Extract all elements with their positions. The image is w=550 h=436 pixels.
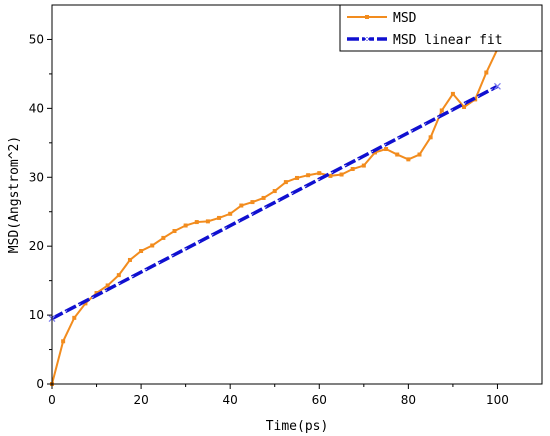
x-tick-label: 0	[48, 393, 56, 407]
x-tick-label: 80	[401, 393, 416, 407]
msd-point	[328, 173, 333, 178]
x-axis-title: Time(ps)	[266, 419, 329, 434]
msd-point	[384, 147, 389, 152]
msd-linear-fit-line	[51, 84, 499, 321]
msd-point	[317, 171, 322, 176]
legend: MSD MSD linear fit	[339, 4, 543, 52]
legend-msd-marker	[365, 15, 369, 19]
msd-point	[261, 195, 266, 200]
plot-frame	[51, 4, 543, 385]
msd-point	[428, 135, 433, 140]
y-tick-label: 0	[36, 377, 44, 391]
msd-point	[339, 172, 344, 177]
msd-point	[295, 175, 299, 180]
y-tick-label: 50	[29, 32, 44, 46]
x-tick-label: 40	[223, 393, 238, 407]
series-layer	[48, 47, 501, 386]
msd-point	[172, 229, 177, 234]
legend-fit-label: MSD linear fit	[393, 33, 503, 48]
msd-point	[127, 257, 132, 262]
msd-point	[72, 315, 77, 320]
y-tick-label: 30	[29, 170, 44, 184]
msd-point	[417, 152, 422, 157]
legend-fit-marker	[363, 35, 371, 43]
msd-point	[306, 173, 311, 178]
msd-point	[150, 243, 155, 248]
x-tick-label: 20	[133, 393, 148, 407]
legend-msd-label: MSD	[393, 11, 417, 26]
msd-point	[462, 104, 467, 109]
msd-point	[139, 249, 144, 254]
msd-point	[228, 211, 233, 216]
msd-point	[250, 200, 255, 205]
msd-point	[194, 220, 199, 225]
msd-point	[61, 339, 66, 344]
msd-point	[272, 189, 277, 194]
fit-endpoint-marker	[494, 82, 501, 90]
msd-point	[94, 291, 99, 296]
msd-point	[205, 219, 210, 224]
msd-point	[439, 108, 444, 113]
msd-point	[395, 152, 400, 157]
x-tick-label: 100	[486, 393, 509, 407]
msd-point	[283, 180, 288, 185]
msd-series-line	[51, 48, 499, 385]
y-tick-label: 40	[29, 101, 44, 115]
axes-layer: 0 20 40 60 80 100 0 10 20 30 40 50	[29, 4, 543, 407]
msd-point	[372, 150, 377, 155]
y-tick-label: 10	[29, 308, 44, 322]
msd-point	[105, 283, 110, 288]
msd-point	[83, 301, 88, 306]
msd-point	[217, 215, 222, 220]
msd-point	[116, 273, 121, 278]
msd-point	[350, 167, 355, 172]
msd-point	[239, 203, 244, 208]
y-tick-label: 20	[29, 239, 44, 253]
msd-point	[450, 91, 455, 96]
msd-point	[183, 223, 188, 228]
x-tick-label: 60	[312, 393, 327, 407]
msd-point	[484, 70, 489, 75]
msd-point	[361, 163, 366, 168]
msd-point	[161, 235, 166, 240]
msd-point	[406, 157, 411, 162]
legend-box	[339, 4, 543, 52]
y-axis-title: MSD(Angstrom^2)	[7, 136, 22, 253]
